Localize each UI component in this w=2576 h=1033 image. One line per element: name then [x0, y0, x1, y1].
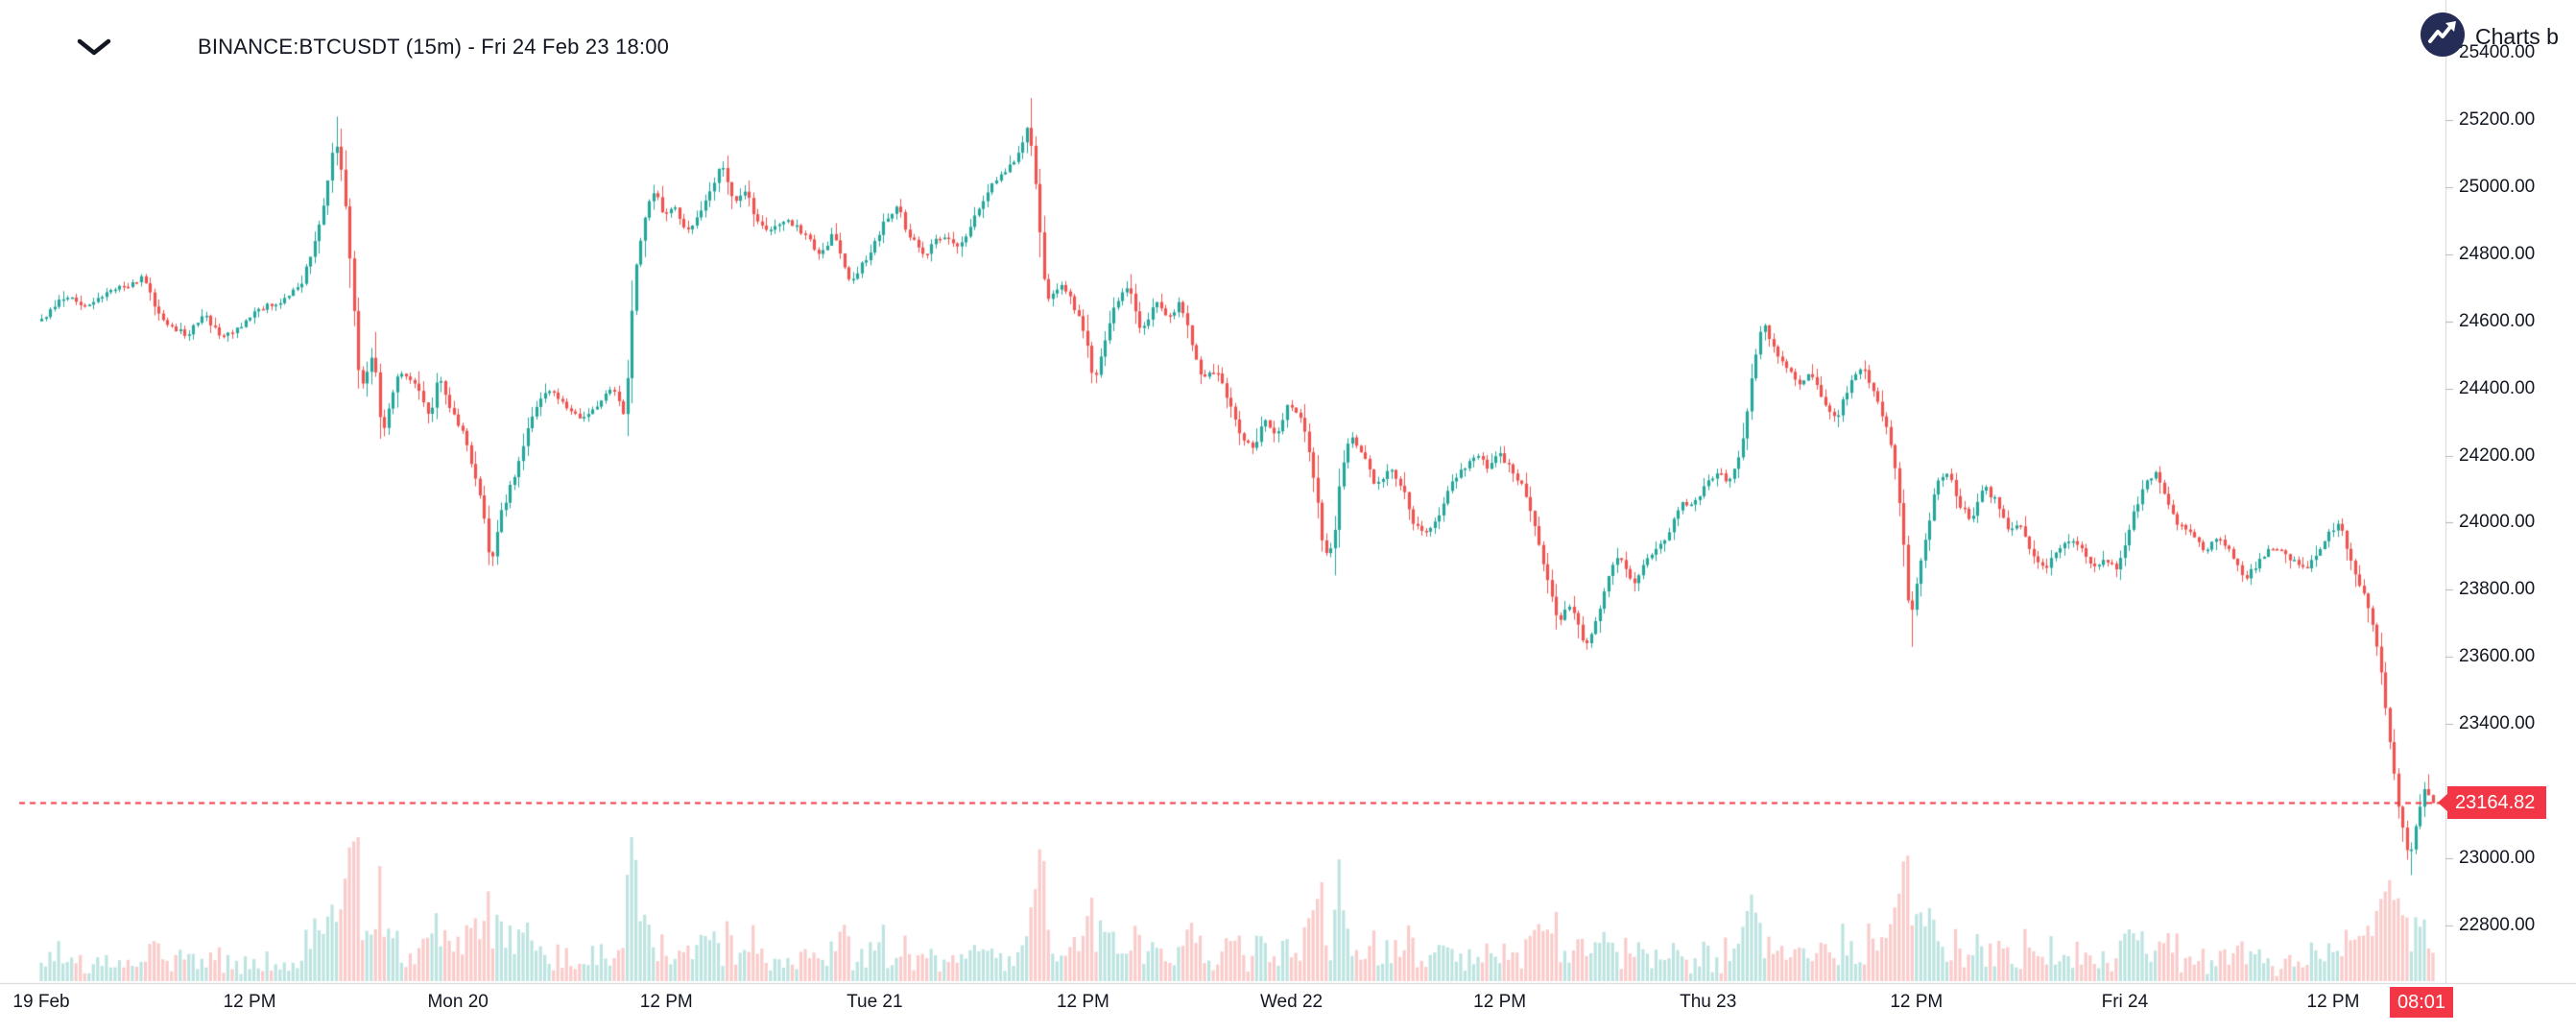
- symbol-collapse-button[interactable]: [73, 28, 115, 66]
- time-axis-label: 19 Feb: [12, 992, 70, 1012]
- price-axis-label: 23600.00: [2459, 646, 2536, 667]
- time-axis[interactable]: 19 Feb 12 PM Mon 20 12 PM Tue 21 12 PM Wed 22 1…: [0, 983, 2445, 1033]
- time-axis-label: 12 PM: [2306, 992, 2360, 1012]
- price-axis-label: 25400.00: [2459, 42, 2536, 62]
- attribution[interactable]: Charts b: [2420, 12, 2559, 62]
- last-price-label: 23164.82: [2438, 786, 2547, 820]
- time-axis-label: Fri 24: [2101, 992, 2149, 1012]
- bar-countdown-label: 08:01: [2390, 987, 2453, 1018]
- time-axis-label: 12 PM: [639, 992, 693, 1012]
- price-axis-label: 25200.00: [2459, 108, 2536, 130]
- price-axis[interactable]: 25400.00 25200.00 25000.00 24800.00 24600.00…: [2445, 0, 2576, 983]
- price-axis-label: 24200.00: [2459, 444, 2536, 466]
- time-axis-label: 12 PM: [1056, 992, 1109, 1012]
- price-axis-label: 23400.00: [2459, 713, 2536, 734]
- time-axis-label: Tue 21: [847, 992, 903, 1012]
- price-axis-label: 24000.00: [2459, 512, 2536, 533]
- price-axis-label: 24600.00: [2459, 310, 2536, 331]
- price-axis-label: 23800.00: [2459, 579, 2536, 600]
- time-axis-label: Wed 22: [1259, 992, 1324, 1012]
- chart-header: BINANCE:BTCUSDT (15m) - Fri 24 Feb 23 18…: [73, 25, 669, 69]
- price-axis-label: 24800.00: [2459, 243, 2536, 264]
- time-axis-label: 12 PM: [223, 992, 276, 1012]
- tradingview-logo-icon[interactable]: [2420, 12, 2466, 62]
- price-axis-label: 25000.00: [2459, 176, 2536, 197]
- time-axis-label: 12 PM: [1890, 992, 1944, 1012]
- chevron-down-icon: [77, 38, 111, 56]
- chart-title: BINANCE:BTCUSDT (15m) - Fri 24 Feb 23 18…: [198, 35, 670, 59]
- attribution-label[interactable]: Charts b: [2475, 24, 2559, 49]
- time-axis-label: Thu 23: [1680, 992, 1737, 1012]
- price-axis-label: 22800.00: [2459, 915, 2536, 935]
- price-axis-label: 24400.00: [2459, 377, 2536, 398]
- last-price-value: 23164.82: [2455, 792, 2536, 814]
- price-axis-label: 23000.00: [2459, 848, 2536, 869]
- price-tag-arrow-icon: [2438, 794, 2447, 812]
- time-axis-label: Mon 20: [427, 992, 489, 1012]
- time-axis-label: 12 PM: [1473, 992, 1527, 1012]
